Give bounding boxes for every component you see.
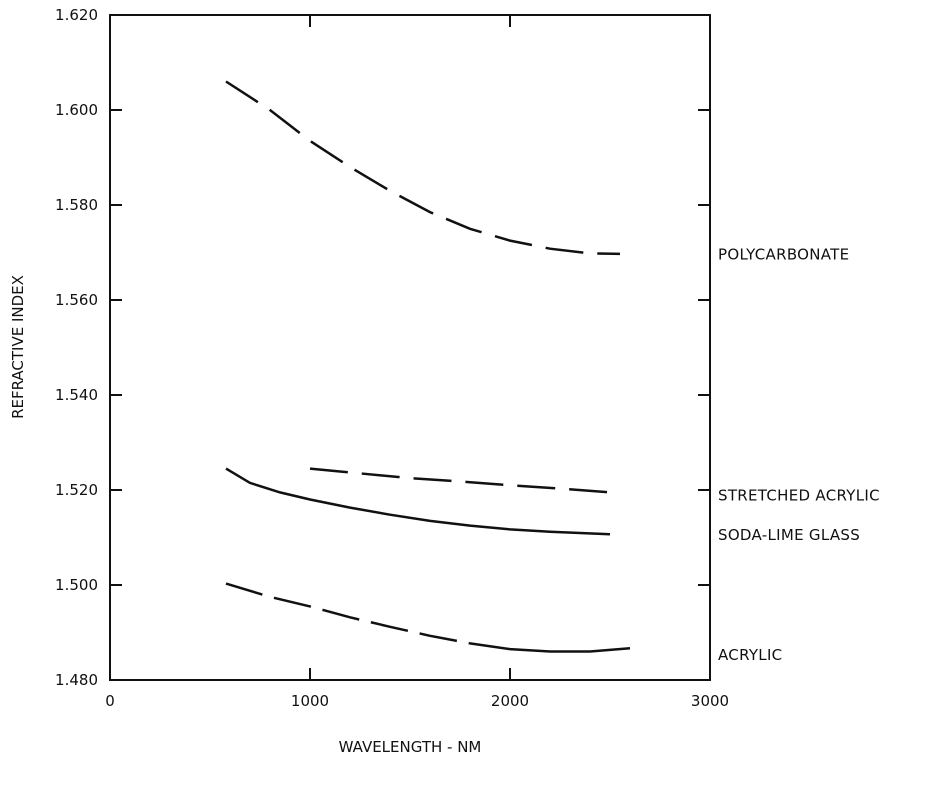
x-tick-label: 2000 [491, 692, 529, 710]
series-label-acrylic: ACRYLIC [718, 646, 782, 664]
y-tick-label: 1.560 [55, 291, 98, 309]
y-tick-label: 1.520 [55, 481, 98, 499]
axis-ticks [109, 14, 711, 681]
y-tick-label: 1.600 [55, 101, 98, 119]
x-tick-label: 3000 [691, 692, 729, 710]
y-tick-label: 1.580 [55, 196, 98, 214]
series-labels: POLYCARBONATE STRETCHED ACRYLIC SODA-LIME … [718, 245, 880, 663]
series-label-soda-lime-glass: SODA-LIME GLASS [718, 526, 860, 544]
y-axis-label: REFRACTIVE INDEX [9, 275, 27, 419]
y-tick-labels: 1.480 1.500 1.520 1.540 1.560 1.580 1.600 1.620 [55, 6, 98, 689]
series-line-acrylic-dashed [225, 582, 471, 645]
x-tick-label: 1000 [291, 692, 329, 710]
plot-frame [109, 14, 711, 681]
series-line-polycarbonate [225, 80, 621, 256]
x-axis-label: WAVELENGTH - NM [339, 738, 482, 756]
y-tick-label: 1.620 [55, 6, 98, 24]
series-line-stretched-acrylic [309, 467, 611, 494]
series-line-acrylic-solid [469, 642, 631, 653]
y-tick-label: 1.500 [55, 576, 98, 594]
x-tick-label: 0 [105, 692, 115, 710]
y-tick-label: 1.540 [55, 386, 98, 404]
y-tick-label: 1.480 [55, 671, 98, 689]
series-label-polycarbonate: POLYCARBONATE [718, 245, 849, 263]
series-label-stretched-acrylic: STRETCHED ACRYLIC [718, 486, 880, 504]
x-tick-labels: 0 1000 2000 3000 [105, 692, 729, 710]
series-lines [225, 80, 631, 653]
series-line-soda-lime-glass [225, 467, 611, 536]
